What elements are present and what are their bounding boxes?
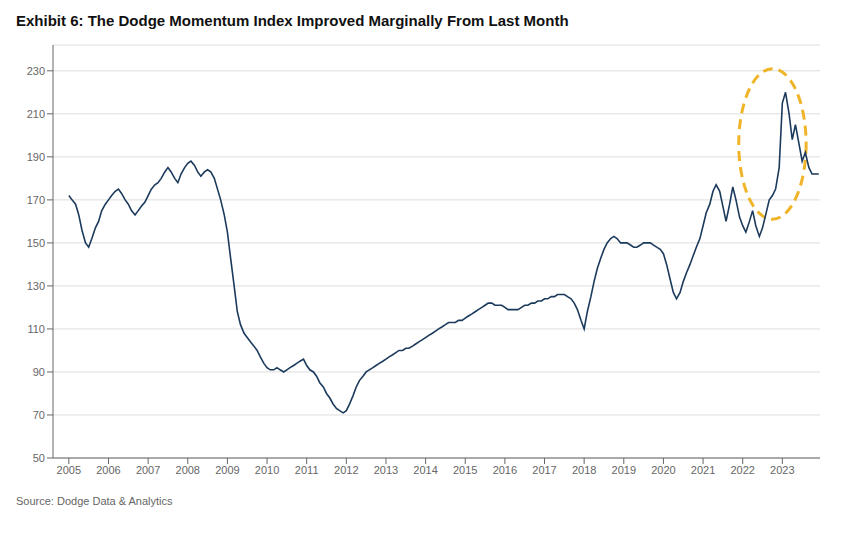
svg-text:90: 90 [33,366,45,378]
svg-text:2008: 2008 [176,464,200,476]
svg-text:130: 130 [27,280,45,292]
html-text:Source: Dodge Data & Analytics: Source: Dodge Data & Analytics [16,495,173,507]
svg-text:2010: 2010 [255,464,279,476]
svg-text:2014: 2014 [413,464,437,476]
svg-text:2012: 2012 [334,464,358,476]
svg-text:2019: 2019 [612,464,636,476]
svg-text:2011: 2011 [295,464,319,476]
svg-text:2020: 2020 [651,464,675,476]
svg-text:2006: 2006 [96,464,120,476]
html-text:Exhibit 6: The Dodge Momentum: Exhibit 6: The Dodge Momentum Index Impr… [16,12,569,29]
svg-text:2016: 2016 [493,464,517,476]
svg-text:50: 50 [33,452,45,464]
svg-text:150: 150 [27,237,45,249]
svg-text:2005: 2005 [57,464,81,476]
svg-text:2013: 2013 [374,464,398,476]
svg-text:230: 230 [27,65,45,77]
svg-text:2015: 2015 [453,464,477,476]
svg-text:70: 70 [33,409,45,421]
svg-text:2007: 2007 [136,464,160,476]
svg-text:170: 170 [27,194,45,206]
svg-text:190: 190 [27,151,45,163]
svg-text:2018: 2018 [572,464,596,476]
svg-text:2021: 2021 [691,464,715,476]
svg-text:2009: 2009 [215,464,239,476]
svg-text:2022: 2022 [730,464,754,476]
svg-text:2023: 2023 [770,464,794,476]
svg-text:2017: 2017 [532,464,556,476]
svg-text:210: 210 [27,108,45,120]
svg-text:110: 110 [27,323,45,335]
